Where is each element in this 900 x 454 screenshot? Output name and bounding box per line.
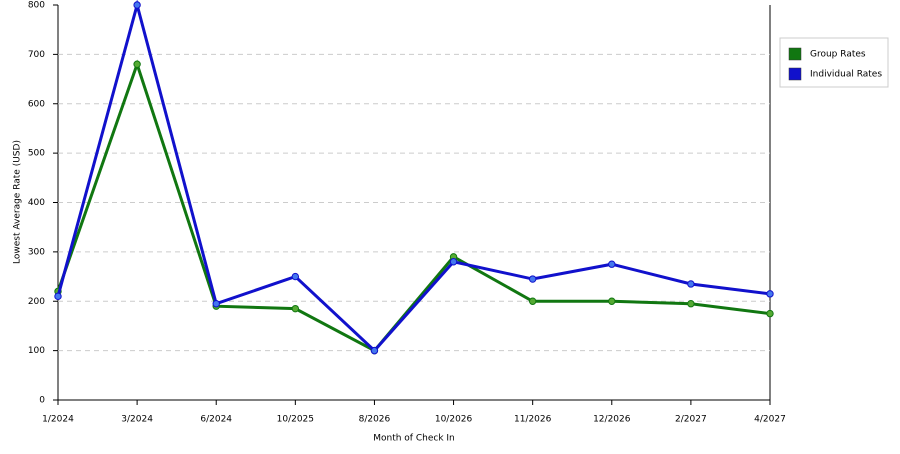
y-tick-label: 0 <box>39 396 45 406</box>
legend-swatch <box>788 47 802 61</box>
data-point <box>766 309 774 318</box>
x-tick-label: 8/2026 <box>359 415 391 425</box>
data-point <box>291 304 300 313</box>
data-point <box>528 275 537 283</box>
x-axis-label: Month of Check In <box>373 434 455 444</box>
x-tick-label: 11/2026 <box>514 415 552 425</box>
data-point <box>449 258 458 266</box>
y-axis-label: Lowest Average Rate (USD) <box>13 140 23 264</box>
y-tick-label: 300 <box>28 247 45 257</box>
x-tick-label: 10/2026 <box>435 415 473 425</box>
y-tick-label: 800 <box>28 1 45 11</box>
data-point <box>370 346 379 355</box>
x-tick-label: 3/2024 <box>121 415 153 425</box>
data-point <box>608 297 616 305</box>
x-tick-label: 1/2024 <box>42 415 74 425</box>
y-tick-label: 600 <box>28 99 45 109</box>
x-tick-label: 10/2025 <box>277 415 314 425</box>
series-line <box>56 59 771 353</box>
y-tick-label: 400 <box>28 198 45 208</box>
data-point <box>687 280 695 288</box>
x-tick-label: 12/2026 <box>593 415 631 425</box>
data-point <box>133 60 141 68</box>
y-tick-label: 500 <box>28 149 45 159</box>
x-tick-label: 6/2024 <box>200 415 232 425</box>
y-tick-label: 100 <box>28 346 45 356</box>
legend-label: Group Rates <box>810 50 866 60</box>
data-point <box>133 1 141 9</box>
data-point <box>54 292 62 301</box>
y-tick-label: 700 <box>28 50 45 60</box>
data-point <box>291 272 300 281</box>
data-point <box>212 300 220 308</box>
legend-label: Individual Rates <box>810 70 882 80</box>
data-point <box>608 260 616 268</box>
legend-swatch <box>788 67 802 81</box>
data-point <box>687 300 695 308</box>
data-point <box>766 290 774 298</box>
series-line <box>56 0 771 353</box>
x-tick-label: 4/2027 <box>754 415 786 425</box>
x-tick-label: 2/2027 <box>675 415 707 425</box>
data-point <box>528 297 537 305</box>
y-tick-label: 200 <box>28 297 45 307</box>
